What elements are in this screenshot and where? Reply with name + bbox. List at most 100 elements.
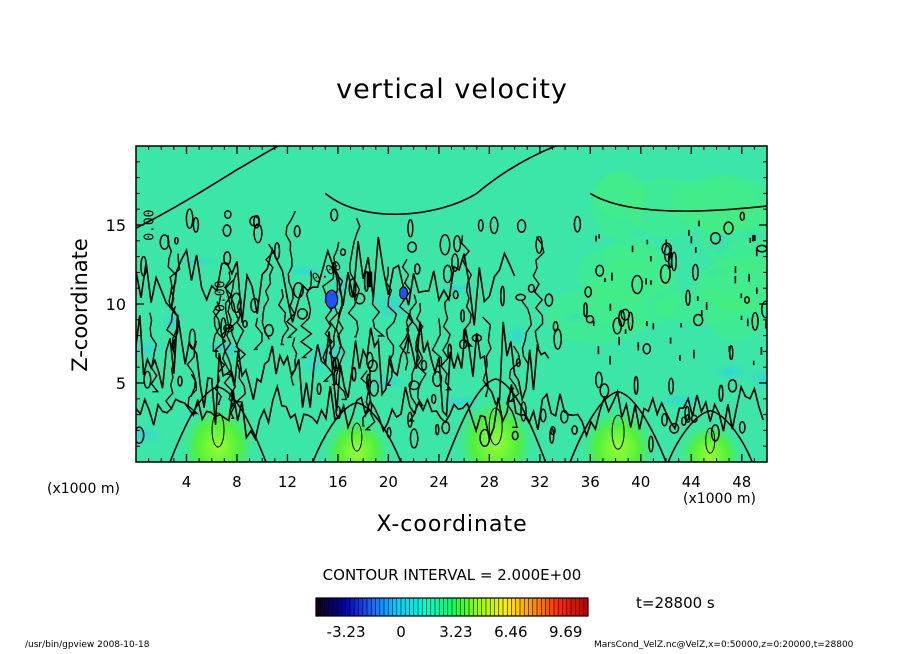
colorbar-cell — [422, 598, 427, 616]
time-label: t=28800 s — [636, 594, 715, 612]
filament-contour — [290, 337, 298, 386]
cell-contour — [242, 319, 248, 328]
contour-label: 0.00 — [143, 209, 158, 240]
cell-contour — [710, 424, 720, 442]
cell-contour — [661, 412, 668, 427]
colorbar-cell — [541, 598, 546, 616]
footer-left: /usr/bin/gpview 2008-10-18 — [25, 640, 150, 650]
chart-title: vertical velocity — [336, 74, 568, 105]
low-level-contour — [136, 383, 764, 442]
cell-contour — [584, 286, 593, 298]
cell-contour — [185, 208, 194, 230]
filament-contour — [167, 235, 180, 355]
cell-contour — [648, 435, 654, 453]
cell-contour — [595, 371, 603, 389]
colorbar-cell — [388, 598, 393, 616]
y-axis: 5 10 15 — [106, 161, 767, 447]
y-axis-label: Z-coordinate — [68, 238, 92, 372]
x-tick-label: 24 — [429, 473, 448, 491]
cell-contour — [140, 255, 148, 277]
filament-contour — [187, 373, 199, 415]
colorbar-cell — [507, 598, 512, 616]
colorbar-cell — [426, 598, 432, 616]
colorbar-cell — [515, 598, 521, 616]
cell-contour — [293, 225, 301, 238]
plume-core-contour — [611, 414, 625, 450]
updraft-patch — [655, 291, 747, 324]
colorbar-cell — [409, 598, 415, 616]
cell-contour — [477, 219, 484, 232]
colorbar-cell — [439, 598, 444, 616]
cell-contour — [739, 211, 746, 222]
filament-contour — [261, 243, 275, 340]
cell-contour — [442, 264, 453, 284]
x-tick-label: 8 — [232, 473, 242, 491]
colorbar-tick-label: -3.23 — [327, 623, 366, 641]
cell-contour — [143, 370, 152, 389]
filament-contour — [229, 370, 236, 420]
cell-contour — [439, 234, 451, 256]
colorbar-cell — [490, 598, 495, 616]
x-tick-label: 44 — [682, 473, 701, 491]
filament-contour — [532, 236, 545, 349]
colorbar-cell — [443, 598, 449, 616]
filament-contour — [521, 300, 532, 373]
cell-contour — [573, 215, 582, 233]
x-axis-label: X-coordinate — [376, 512, 528, 537]
updraft-patch — [585, 260, 682, 331]
cell-contour — [339, 248, 347, 257]
colorbar-cell — [401, 598, 406, 616]
cell-contour — [354, 292, 366, 305]
filament-contour — [385, 266, 398, 386]
colorbar-cell — [549, 598, 555, 616]
colorbar-cell — [333, 598, 338, 616]
cell-contour — [659, 264, 671, 284]
filament-contour — [299, 270, 313, 359]
colorbar-cell — [456, 598, 461, 616]
cell-contour — [583, 302, 588, 318]
cell-contour — [420, 359, 428, 371]
colorbar-cell — [375, 598, 381, 616]
cell-contour — [220, 317, 227, 339]
cell-contour — [330, 208, 339, 222]
cell-contour — [223, 209, 232, 220]
colorbar-cell — [511, 598, 517, 616]
colorbar-cell — [486, 598, 491, 616]
upper-contour — [136, 236, 516, 326]
cell-contour — [690, 414, 698, 423]
filament-contour — [332, 241, 344, 369]
colorbar-frame — [315, 597, 589, 617]
colorbar-tick-label: 9.69 — [549, 623, 582, 641]
x-tick-label: 32 — [530, 473, 549, 491]
cell-contour — [230, 292, 242, 314]
cell-contour — [685, 289, 691, 306]
contour-lines: 0.000.000.00 — [136, 146, 767, 462]
cell-contour — [516, 219, 527, 234]
colorbar-cell — [498, 598, 504, 616]
downdraft-patch — [559, 308, 590, 326]
cell-contour — [447, 343, 453, 360]
cell-contour — [434, 423, 440, 436]
strong-cell — [366, 271, 373, 288]
downdraft-patch — [700, 242, 737, 258]
x-tick-label: 4 — [182, 473, 192, 491]
filament-contour — [415, 302, 427, 407]
cell-contour — [520, 401, 527, 422]
colorbar: -3.23 0 3.23 6.46 9.69 — [315, 597, 589, 641]
colorbar-tick-label: 3.23 — [439, 623, 472, 641]
filament-contour — [213, 301, 227, 406]
cell-contour — [685, 414, 691, 424]
x-tick-label: 16 — [328, 473, 347, 491]
cell-contour — [458, 339, 468, 350]
contour-interval: CONTOUR INTERVAL = 2.000E+00 — [322, 566, 582, 584]
colorbar-cell — [528, 598, 534, 616]
cell-contour — [174, 236, 179, 245]
downdraft-patch — [725, 229, 767, 243]
colorbar-cell — [358, 598, 364, 616]
updraft-patch — [627, 177, 705, 237]
cell-contour — [273, 241, 281, 261]
x-tick-label: 12 — [278, 473, 297, 491]
colorbar-cell — [575, 598, 580, 616]
mid-level-contour — [136, 314, 550, 425]
filament-contour — [234, 298, 247, 403]
